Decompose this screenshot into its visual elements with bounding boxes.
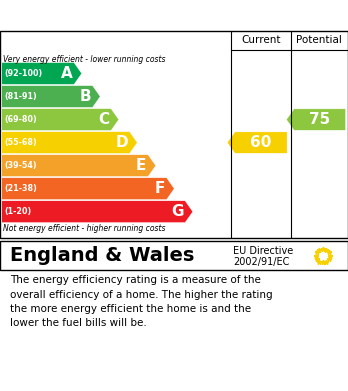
Text: Current: Current	[241, 35, 281, 45]
Text: (69-80): (69-80)	[4, 115, 37, 124]
Text: (39-54): (39-54)	[4, 161, 37, 170]
Polygon shape	[2, 132, 137, 154]
Polygon shape	[2, 63, 82, 84]
Polygon shape	[286, 109, 346, 130]
Text: B: B	[79, 89, 91, 104]
Text: England & Wales: England & Wales	[10, 246, 195, 265]
Text: 60: 60	[250, 135, 272, 150]
Polygon shape	[227, 132, 287, 153]
Text: 75: 75	[309, 112, 331, 127]
Text: (81-91): (81-91)	[4, 92, 37, 101]
Text: (21-38): (21-38)	[4, 184, 37, 193]
Text: E: E	[136, 158, 147, 173]
Polygon shape	[2, 178, 174, 199]
Text: The energy efficiency rating is a measure of the
overall efficiency of a home. T: The energy efficiency rating is a measur…	[10, 275, 273, 328]
Text: Energy Efficiency Rating: Energy Efficiency Rating	[10, 5, 258, 23]
Polygon shape	[2, 86, 100, 108]
Text: F: F	[155, 181, 165, 196]
Text: Potential: Potential	[296, 35, 342, 45]
Point	[229, 47, 234, 52]
Text: (55-68): (55-68)	[4, 138, 37, 147]
Text: (92-100): (92-100)	[4, 69, 42, 78]
Point	[346, 47, 348, 52]
Text: 2002/91/EC: 2002/91/EC	[233, 257, 290, 267]
Text: D: D	[115, 135, 128, 150]
Text: A: A	[61, 66, 72, 81]
Polygon shape	[2, 155, 156, 176]
Text: Very energy efficient - lower running costs: Very energy efficient - lower running co…	[3, 56, 166, 65]
Text: EU Directive: EU Directive	[233, 246, 293, 256]
Polygon shape	[2, 109, 119, 131]
Text: C: C	[98, 112, 109, 127]
Polygon shape	[2, 201, 193, 222]
Text: G: G	[171, 204, 183, 219]
Text: Not energy efficient - higher running costs: Not energy efficient - higher running co…	[3, 224, 166, 233]
Text: (1-20): (1-20)	[4, 207, 31, 216]
